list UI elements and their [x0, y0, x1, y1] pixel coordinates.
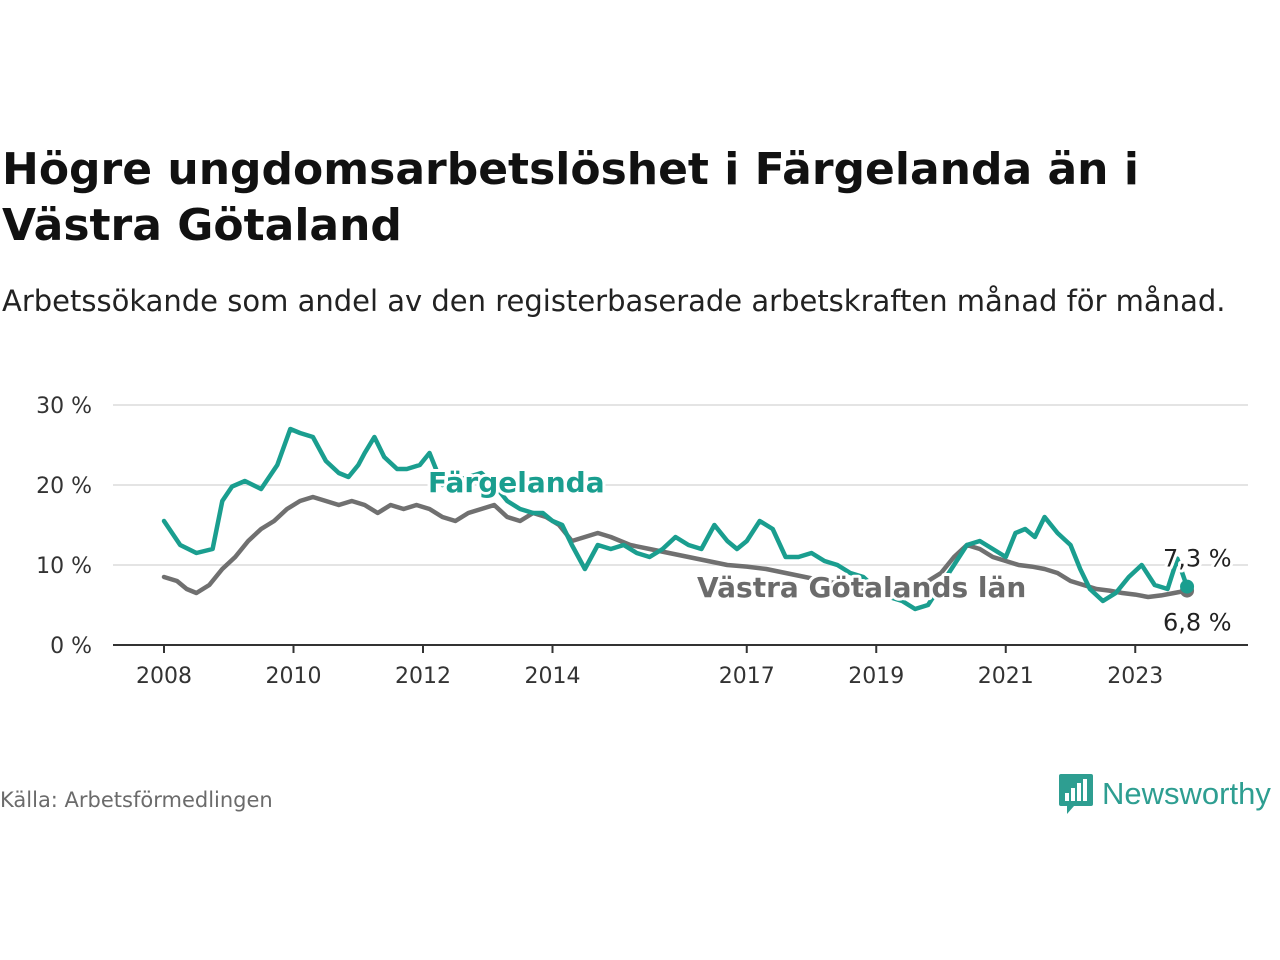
gridlines	[113, 404, 1248, 566]
newsworthy-logo: Newsworthy	[1058, 772, 1271, 816]
series-labels: Färgelanda Västra Götalands län 7,3 % 6,8 %	[425, 463, 1235, 639]
chart-subtitle: Arbetssökande som andel av den registerb…	[2, 284, 1226, 318]
series-label-fargelanda: Färgelanda	[428, 466, 605, 499]
chart-title: Högre ungdomsarbetslöshet i Färgelanda ä…	[2, 144, 1139, 251]
series-lines	[161, 426, 1195, 612]
series-line-fargelanda	[161, 426, 1190, 612]
x-tick-label: 2008	[136, 664, 192, 689]
y-tick-label: 20 %	[36, 474, 92, 499]
source-note: Källa: Arbetsförmedlingen	[0, 788, 273, 812]
x-axis-ticks: 2008 2010 2012 2014 2017 2019 2021 2023	[136, 645, 1163, 689]
y-axis-ticks: 0 % 10 % 20 % 30 %	[36, 394, 92, 659]
y-tick-label: 30 %	[36, 394, 92, 419]
newsworthy-logo-text: Newsworthy	[1102, 776, 1271, 811]
series-end-dot	[1180, 579, 1195, 594]
end-label-fargelanda: 7,3 %	[1163, 545, 1232, 573]
x-tick-label: 2021	[978, 664, 1034, 689]
newsworthy-logo-icon	[1059, 774, 1093, 814]
y-tick-label: 0 %	[50, 634, 92, 659]
y-tick-label: 10 %	[36, 554, 92, 579]
x-tick-label: 2012	[395, 664, 451, 689]
end-label-vastra-gotaland: 6,8 %	[1163, 609, 1232, 637]
series-line-vastra-gotaland	[161, 494, 1190, 600]
x-tick-label: 2017	[719, 664, 775, 689]
series-label-vastra-gotaland: Västra Götalands län	[697, 571, 1026, 604]
x-tick-label: 2014	[525, 664, 581, 689]
x-tick-label: 2023	[1107, 664, 1163, 689]
x-tick-label: 2010	[266, 664, 322, 689]
line-chart: 0 % 10 % 20 % 30 % 2008 2010 2012 2014 2017 2019…	[36, 394, 1248, 689]
x-tick-label: 2019	[848, 664, 904, 689]
